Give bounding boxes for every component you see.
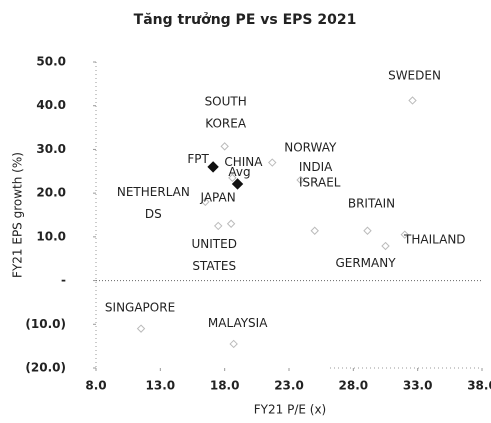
y-tick-label: 30.0 xyxy=(36,142,66,156)
point xyxy=(220,142,229,151)
point-label-line: SINGAPORE xyxy=(105,300,175,314)
point-label: INDIA xyxy=(299,160,333,174)
point-label: SWEDEN xyxy=(388,68,441,82)
point-label-line: STATES xyxy=(192,258,236,272)
point xyxy=(226,219,236,228)
y-tick-label: (20.0) xyxy=(25,361,66,375)
point-label-line: FPT xyxy=(187,151,209,165)
point xyxy=(207,161,219,173)
point-label: SOUTH KOREA xyxy=(205,94,247,130)
point xyxy=(400,230,410,239)
point xyxy=(363,226,372,235)
y-tick-label: 50.0 xyxy=(36,55,66,69)
y-tick-label: 10.0 xyxy=(36,229,66,243)
point-label: Avg xyxy=(228,164,250,178)
y-tick-label: 20.0 xyxy=(36,186,66,200)
point-label-line: NORWAY xyxy=(284,140,337,154)
x-tick-label: 28.0 xyxy=(339,379,369,393)
point-label: GERMANY xyxy=(335,256,396,270)
point-label: FPT xyxy=(187,151,209,165)
point-label-line: ISRAEL xyxy=(299,175,341,189)
point-label: ISRAEL xyxy=(299,175,341,189)
x-tick-label: 23.0 xyxy=(274,379,304,393)
point-label-line: CHINA xyxy=(224,154,263,168)
point-label-line: BRITAIN xyxy=(348,196,395,210)
point xyxy=(310,226,319,235)
y-axis-label: FY21 EPS growth (%) xyxy=(11,152,25,278)
point xyxy=(228,173,237,183)
point-label: BRITAIN xyxy=(348,196,395,210)
x-tick-label: 18.0 xyxy=(210,379,240,393)
y-tick-label: 40.0 xyxy=(36,98,66,112)
point-label: NORWAY xyxy=(284,140,337,154)
point-label-line: JAPAN xyxy=(199,190,235,204)
y-tick-label: (10.0) xyxy=(25,317,66,331)
point-label-line: THAILAND xyxy=(403,232,466,246)
x-tick-label: 33.0 xyxy=(403,379,433,393)
point xyxy=(231,178,244,190)
point-label-line: DS xyxy=(145,206,162,220)
point xyxy=(214,221,223,231)
x-axis-label: FY21 P/E (x) xyxy=(254,403,326,417)
point-label-line: NETHERLAN xyxy=(117,184,190,198)
point xyxy=(201,197,210,207)
point xyxy=(136,324,146,333)
y-tick-label: - xyxy=(61,273,66,287)
point-label: JAPAN xyxy=(199,190,235,204)
point xyxy=(381,241,390,251)
point-label: MALAYSIA xyxy=(208,315,268,329)
point-label: CHINA xyxy=(224,154,263,168)
point-label-line: MALAYSIA xyxy=(208,315,268,329)
point-label: UNITED STATES xyxy=(192,236,237,272)
point-label-line: Avg xyxy=(228,164,250,178)
x-tick-label: 38.0 xyxy=(467,379,491,393)
point-label-line: INDIA xyxy=(299,160,333,174)
point xyxy=(268,158,277,167)
point-label-line: UNITED xyxy=(192,236,237,250)
chart-title: Tăng trưởng PE vs EPS 2021 xyxy=(134,12,357,28)
point-label: NETHERLAN DS xyxy=(117,184,190,220)
point-label: THAILAND xyxy=(403,232,466,246)
point-label-line: KOREA xyxy=(205,116,247,130)
point xyxy=(229,339,238,349)
point xyxy=(296,175,305,185)
x-tick-label: 13.0 xyxy=(146,379,176,393)
point-label-line: GERMANY xyxy=(335,256,396,270)
x-tick-label: 8.0 xyxy=(85,379,106,393)
point-label-line: SOUTH xyxy=(205,94,247,108)
point-label-line: SWEDEN xyxy=(388,68,441,82)
point xyxy=(408,96,417,105)
point-label: SINGAPORE xyxy=(105,300,175,314)
